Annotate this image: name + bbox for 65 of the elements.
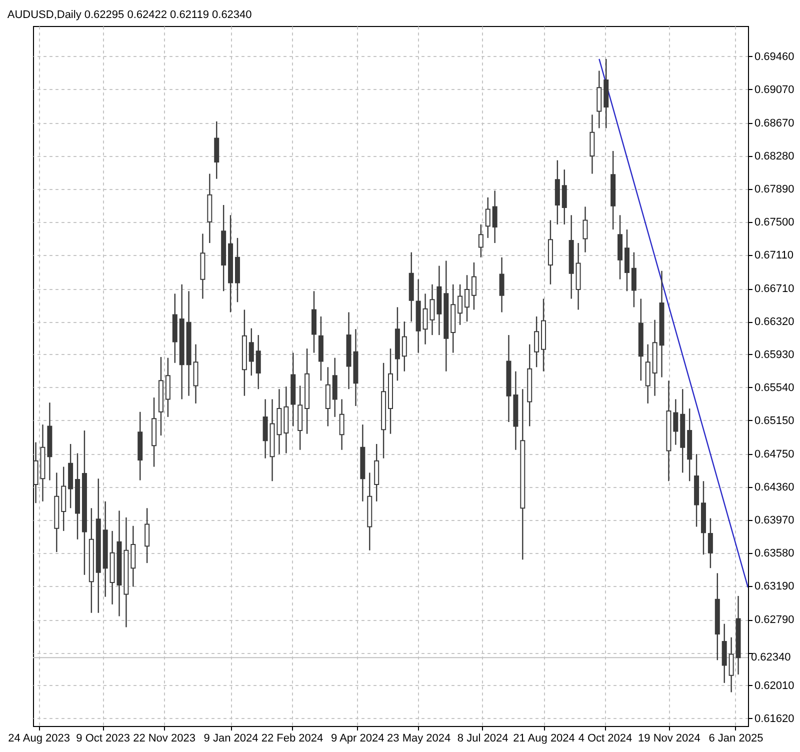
candlestick (325, 366, 330, 427)
candlestick (464, 274, 470, 322)
candlestick (332, 357, 338, 418)
candlestick (673, 398, 678, 446)
x-tick-label: 6 Jan 2025 (708, 732, 764, 744)
y-tick-label: 0.63580 (754, 547, 794, 560)
y-tick-label: 0.67500 (754, 216, 794, 228)
candlestick (374, 443, 380, 502)
candlestick (499, 256, 504, 313)
candlestick (130, 525, 136, 588)
x-tick-label: 22 Feb 2024 (261, 732, 324, 744)
y-tick-label: 0.67110 (754, 249, 794, 262)
candlestick (582, 206, 588, 253)
x-tick-label: 22 Nov 2023 (133, 732, 196, 744)
candlestick (596, 70, 602, 129)
x-tick-label: 9 Jan 2024 (204, 732, 258, 744)
candlestick (214, 120, 220, 180)
y-tick-label: 0.62010 (754, 680, 794, 692)
x-tick-label: 4 Oct 2024 (578, 732, 632, 744)
candlestick (339, 398, 344, 450)
x-tick-label: 21 Aug 2024 (513, 732, 575, 744)
y-tick-label: 0.61620 (754, 712, 794, 725)
candlestick (492, 190, 498, 244)
x-tick-label: 19 Nov 2024 (638, 732, 700, 744)
candlestick (471, 262, 476, 310)
candlestick (458, 284, 463, 326)
candlestick (645, 344, 650, 404)
y-tick-label: 0.69460 (754, 50, 794, 63)
candlestick (728, 636, 734, 693)
candlestick (402, 320, 407, 372)
candlestick (248, 328, 254, 376)
candlestick (722, 623, 727, 684)
candlestick (262, 398, 268, 459)
y-tick-label: 0.65150 (754, 414, 794, 427)
candlestick (485, 196, 490, 239)
y-tick-label: 0.66710 (754, 283, 794, 296)
y-tick-label: 0.66320 (754, 316, 794, 328)
candlestick (193, 344, 198, 404)
y-tick-label: 0.68280 (754, 150, 794, 163)
y-tick-label: 0.67890 (754, 183, 794, 196)
candlestick (562, 168, 567, 226)
candlestick (708, 518, 713, 569)
x-tick-label: 24 Aug 2023 (8, 732, 70, 744)
candlestick (165, 357, 170, 418)
candlestick (256, 334, 261, 390)
x-tick-label: 9 Oct 2023 (76, 732, 130, 744)
y-tick-label: 0.62790 (754, 614, 794, 626)
candlestick (144, 508, 150, 564)
x-tick-label: 8 Jul 2024 (457, 732, 508, 744)
y-tick-label: 0.63190 (754, 580, 794, 592)
candlestick (478, 224, 484, 258)
y-tick-label: 0.64360 (754, 482, 794, 494)
y-tick-label: 0.65540 (754, 382, 794, 394)
y-tick-label: 0.68670 (754, 118, 794, 130)
y-tick-label: 0.65930 (754, 348, 794, 361)
y-tick-label: 0.63970 (754, 514, 794, 526)
y-tick-label: 0.64750 (754, 448, 794, 461)
candlestick (631, 252, 636, 308)
chart-title: AUDUSD,Daily 0.62295 0.62422 0.62119 0.62340 (7, 9, 252, 21)
ref-line-label: 0.62340 (751, 652, 791, 664)
candlestick (534, 316, 540, 368)
x-tick-label: 9 Apr 2024 (331, 732, 384, 744)
y-tick-label: 0.69070 (754, 84, 794, 96)
candlestick (590, 114, 595, 174)
x-tick-label: 23 May 2024 (387, 732, 451, 744)
